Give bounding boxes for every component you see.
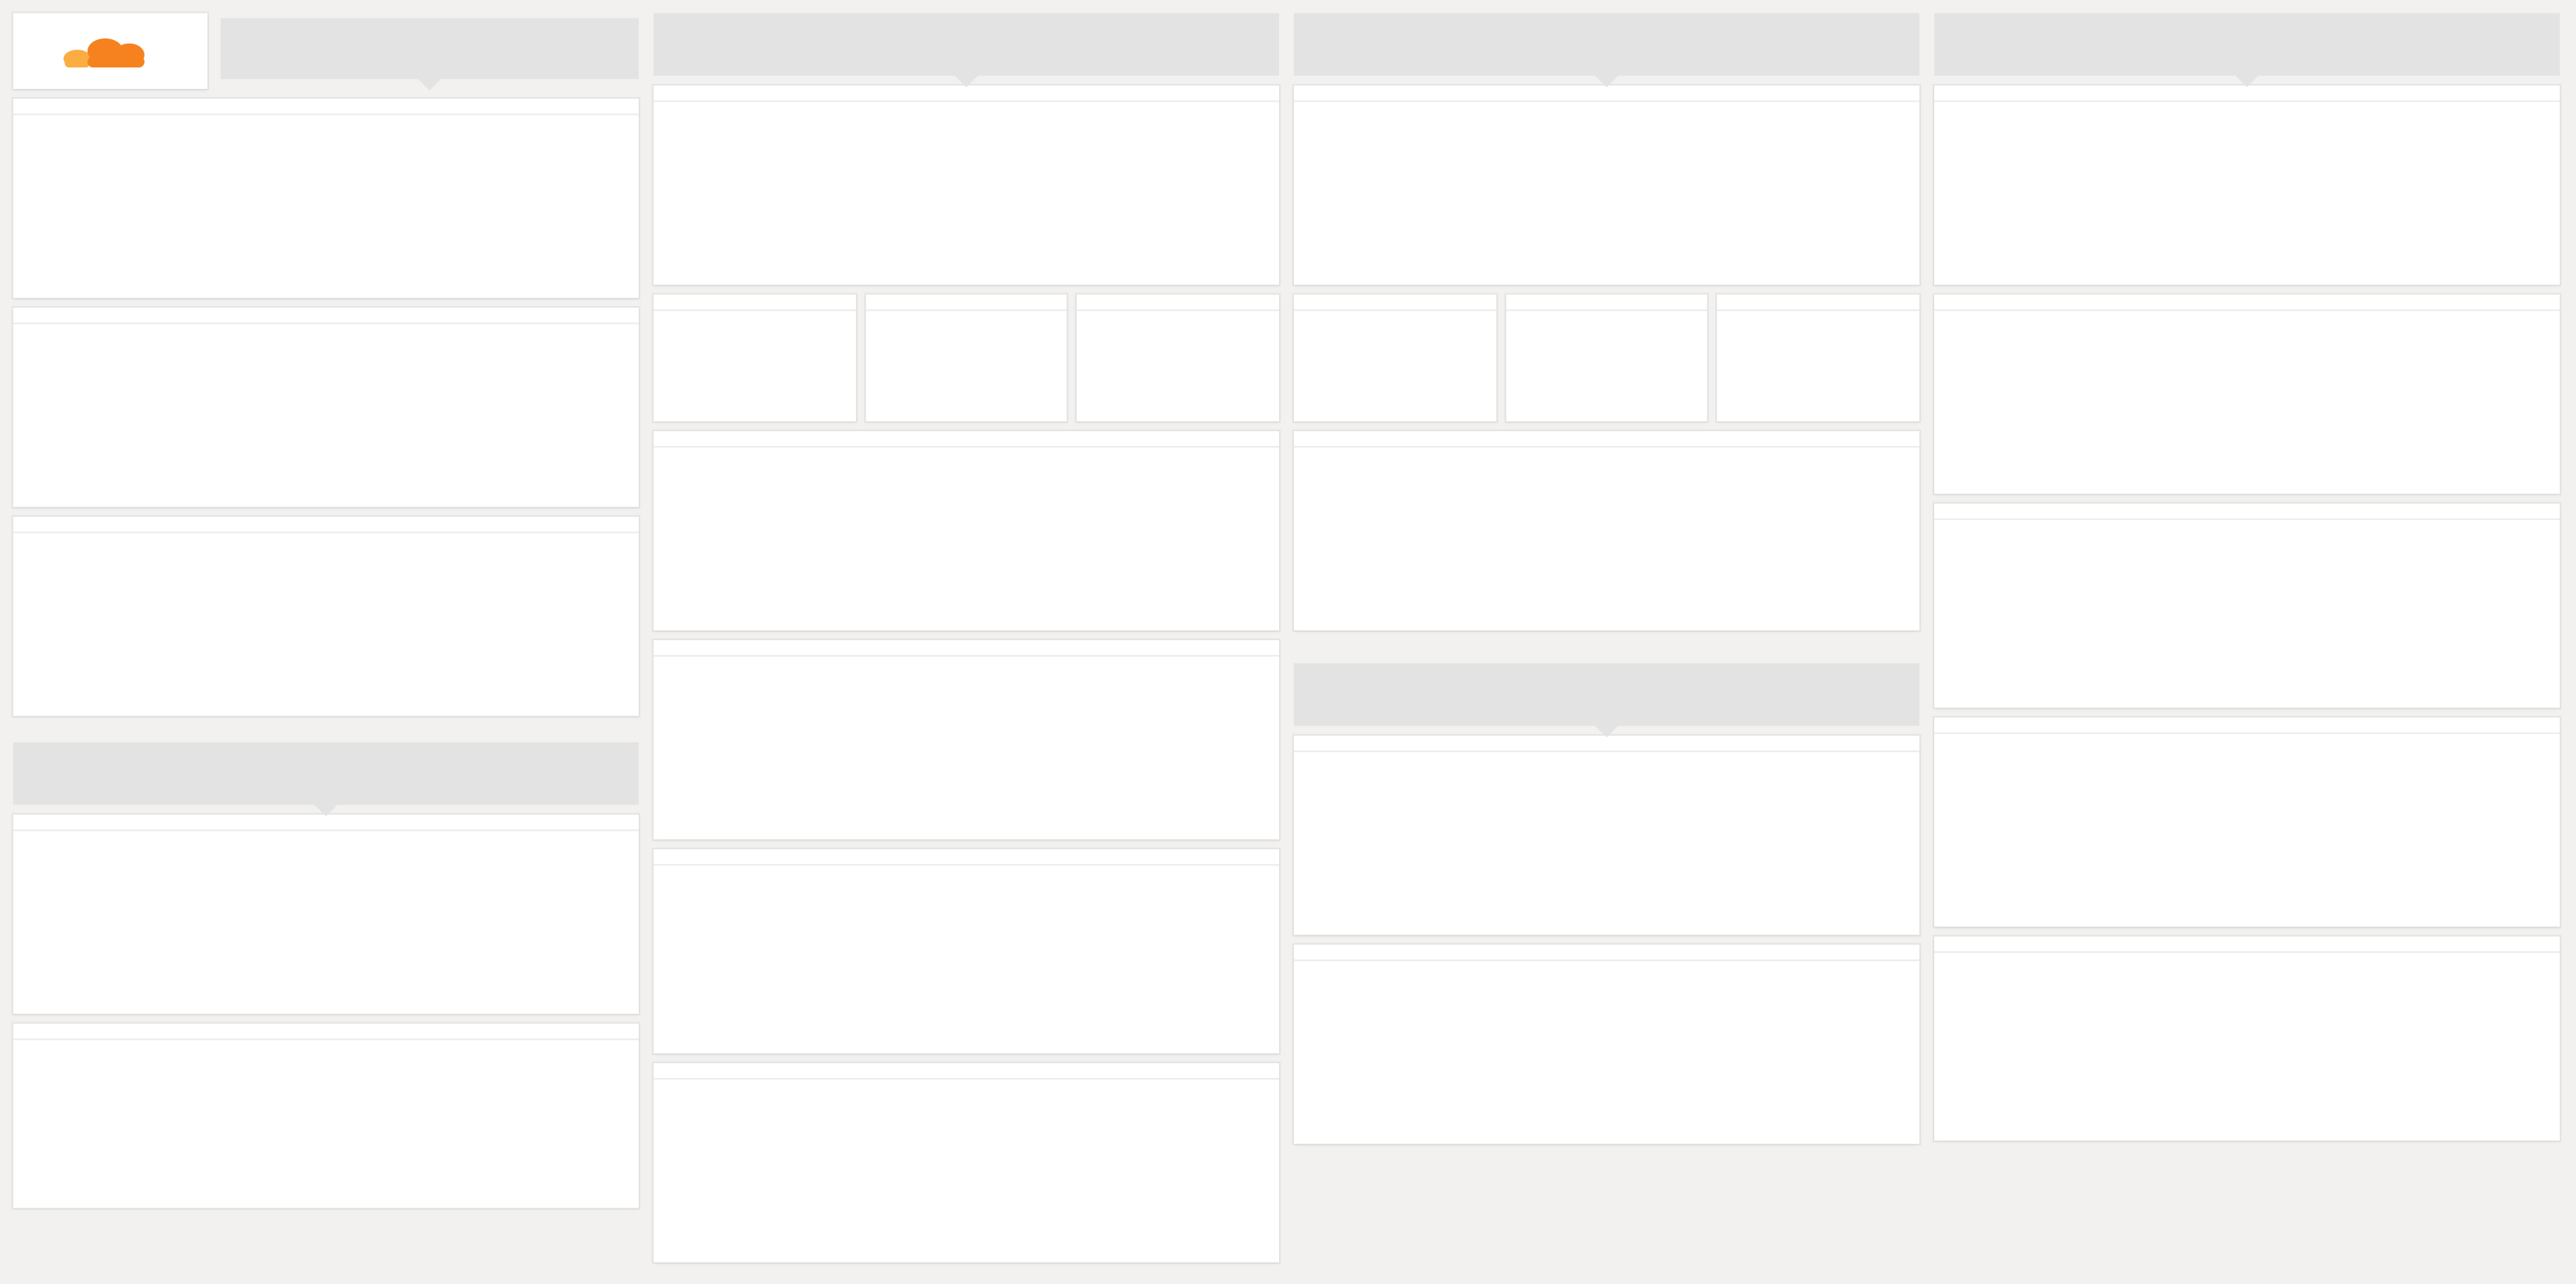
section-caret <box>955 76 978 87</box>
chart-stale-uncached[interactable] <box>1934 953 2560 1140</box>
stat-body <box>1506 311 1707 422</box>
column-bandwidth <box>13 13 639 1263</box>
section-header-pages-viewed[interactable] <box>1293 663 1920 738</box>
section-caret <box>2235 76 2259 87</box>
panel-search-bots <box>1293 945 1920 1144</box>
section-header-caching[interactable] <box>1293 13 1920 87</box>
panel-title <box>1293 945 1920 962</box>
panel-title <box>1934 937 2560 954</box>
panel-encrypted-traffic <box>13 516 639 716</box>
column-caching <box>1293 13 1920 1263</box>
chart-top-content-types[interactable] <box>654 865 1279 1053</box>
chart-search-bots[interactable] <box>1294 961 1919 1144</box>
panel-total-bandwidth <box>13 307 639 508</box>
panel-title <box>1934 86 2560 102</box>
panel-http-errors <box>653 430 1279 631</box>
panel-title <box>653 849 1279 866</box>
panel-top-content-types <box>653 849 1279 1054</box>
panel-cached-uncached-bandwidth <box>1293 85 1920 285</box>
panel-response-time <box>1934 294 2560 494</box>
section-caret <box>1595 725 1619 738</box>
stat-body <box>13 325 639 508</box>
panel-title <box>1934 295 2560 311</box>
cloudflare-cloud-icon <box>63 37 145 67</box>
section-caret <box>314 805 338 816</box>
chart-dns-queries[interactable] <box>1934 102 2560 285</box>
panel-title <box>13 815 639 831</box>
chart-encrypted-traffic[interactable] <box>13 533 639 716</box>
stat-title <box>865 295 1068 311</box>
stat-title <box>1505 295 1708 311</box>
panel-title <box>1293 431 1920 448</box>
chart-threats-by-type[interactable] <box>13 831 639 1014</box>
chart-total-bandwidth-over-time[interactable] <box>13 115 639 298</box>
chart-requests-over-time[interactable] <box>654 102 1279 285</box>
panel-title <box>653 640 1279 657</box>
chart-caching-rate[interactable] <box>1294 448 1919 631</box>
panel-total-bandwidth-over-time <box>13 99 639 299</box>
chart-top-http-statuses[interactable] <box>654 656 1279 839</box>
panel-page-views <box>1293 735 1920 935</box>
stat-card-uncached-requests <box>1077 294 1279 422</box>
stat-card-uncached-bandwidth <box>1717 294 1920 422</box>
stat-title <box>653 295 856 311</box>
chart-cached-uncached-bandwidth[interactable] <box>1294 102 1919 285</box>
stat-title <box>1717 295 1920 311</box>
stat-body <box>1294 311 1496 422</box>
panel-queries-by-type <box>1934 717 2560 927</box>
panel-title <box>1293 736 1920 753</box>
stat-title <box>1077 295 1279 311</box>
panel-top-http-statuses <box>653 640 1279 839</box>
panel-top-countries <box>653 1062 1279 1263</box>
chart-queries-by-type[interactable] <box>1934 734 2560 927</box>
panel-title <box>1934 504 2560 520</box>
chart-response-time[interactable] <box>1934 311 2560 494</box>
panel-caching-rate <box>1293 430 1920 631</box>
cloudflare-logo[interactable] <box>13 13 208 89</box>
section-caret <box>1595 76 1619 87</box>
stat-body <box>1077 311 1278 422</box>
panel-dns-queries <box>1934 85 2560 285</box>
stat-body <box>654 311 855 422</box>
column-requests <box>653 13 1279 1263</box>
stat-cards-row-caching <box>1293 294 1920 422</box>
panel-title <box>13 516 639 533</box>
chart-page-views[interactable] <box>1294 752 1919 935</box>
chart-top-countries[interactable] <box>654 1080 1279 1263</box>
stat-card-cached-bandwidth <box>1505 294 1708 422</box>
stat-card-total-requests <box>653 294 856 422</box>
panel-title <box>1934 717 2560 734</box>
chart-top-hostnames[interactable] <box>1934 520 2560 708</box>
panel-title <box>13 99 639 116</box>
chart-http-errors[interactable] <box>654 448 1279 631</box>
panel-title <box>653 431 1279 448</box>
stat-card-cache-hit-rate <box>1293 294 1496 422</box>
section-caret <box>418 79 442 91</box>
top-row <box>13 13 639 91</box>
chart-top-threats-by-country[interactable] <box>13 1040 639 1208</box>
column-dns <box>1934 13 2560 1263</box>
section-header-requests[interactable] <box>653 13 1279 87</box>
stat-title <box>1293 295 1496 311</box>
section-header-threats[interactable] <box>13 742 639 816</box>
panel-threats-by-type <box>13 814 639 1014</box>
panel-title <box>13 1024 639 1040</box>
section-header-bandwidth[interactable] <box>220 18 639 91</box>
stat-card-cached-requests <box>865 294 1068 422</box>
stat-title <box>13 307 639 325</box>
panel-title <box>653 86 1279 102</box>
stat-body <box>1718 311 1919 422</box>
panel-title <box>1293 86 1920 102</box>
panel-requests-over-time <box>653 85 1279 285</box>
panel-top-threats-by-country <box>13 1023 639 1208</box>
panel-stale-uncached <box>1934 936 2560 1141</box>
panel-title <box>653 1063 1279 1080</box>
panel-top-hostnames <box>1934 503 2560 708</box>
stat-body <box>866 311 1067 422</box>
section-header-dns[interactable] <box>1934 13 2560 87</box>
stat-cards-row-requests <box>653 294 1279 422</box>
